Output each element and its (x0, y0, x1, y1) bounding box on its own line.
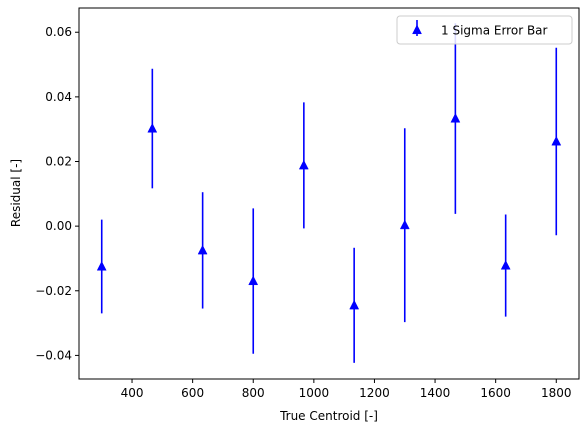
x-tick-label: 600 (181, 386, 204, 400)
legend-marker (412, 20, 422, 36)
x-tick-label: 1800 (541, 386, 572, 400)
y-tick-label: 0.00 (45, 219, 72, 233)
data-point (349, 299, 360, 310)
data-point (500, 260, 511, 270)
y-tick-label: 0.02 (45, 155, 72, 169)
data-point (197, 244, 208, 255)
y-tick-label: 0.06 (45, 25, 72, 39)
y-axis: −0.04 −0.02 0.00 0.02 0.04 0.06 (35, 25, 79, 362)
data-point (298, 159, 309, 170)
data-point (96, 260, 107, 271)
y-tick-label: 0.04 (45, 90, 72, 104)
x-axis: 400 600 800 1000 1200 1400 1600 1800 (121, 379, 572, 400)
data-point (450, 112, 461, 123)
legend-box (396, 15, 573, 45)
legend-triangle (412, 24, 422, 35)
data-point (551, 135, 562, 146)
x-axis-label: True Centroid [-] (279, 409, 378, 423)
y-axis-label: Residual [-] (9, 159, 23, 227)
axes-frame (78, 7, 580, 380)
data-point (147, 122, 158, 133)
x-tick-label: 1400 (420, 386, 451, 400)
x-tick-label: 1000 (299, 386, 330, 400)
x-tick-label: 400 (121, 386, 144, 400)
legend-label: 1 Sigma Error Bar (441, 24, 548, 38)
x-tick-label: 800 (242, 386, 265, 400)
x-tick-label: 1200 (359, 386, 390, 400)
plot-area (96, 23, 562, 363)
x-tick-label: 1600 (480, 386, 511, 400)
legend: 1 Sigma Error Bar (396, 15, 573, 45)
y-tick-label: −0.02 (35, 284, 72, 298)
data-point (399, 219, 410, 230)
data-point (248, 275, 259, 286)
y-tick-label: −0.04 (35, 348, 72, 362)
